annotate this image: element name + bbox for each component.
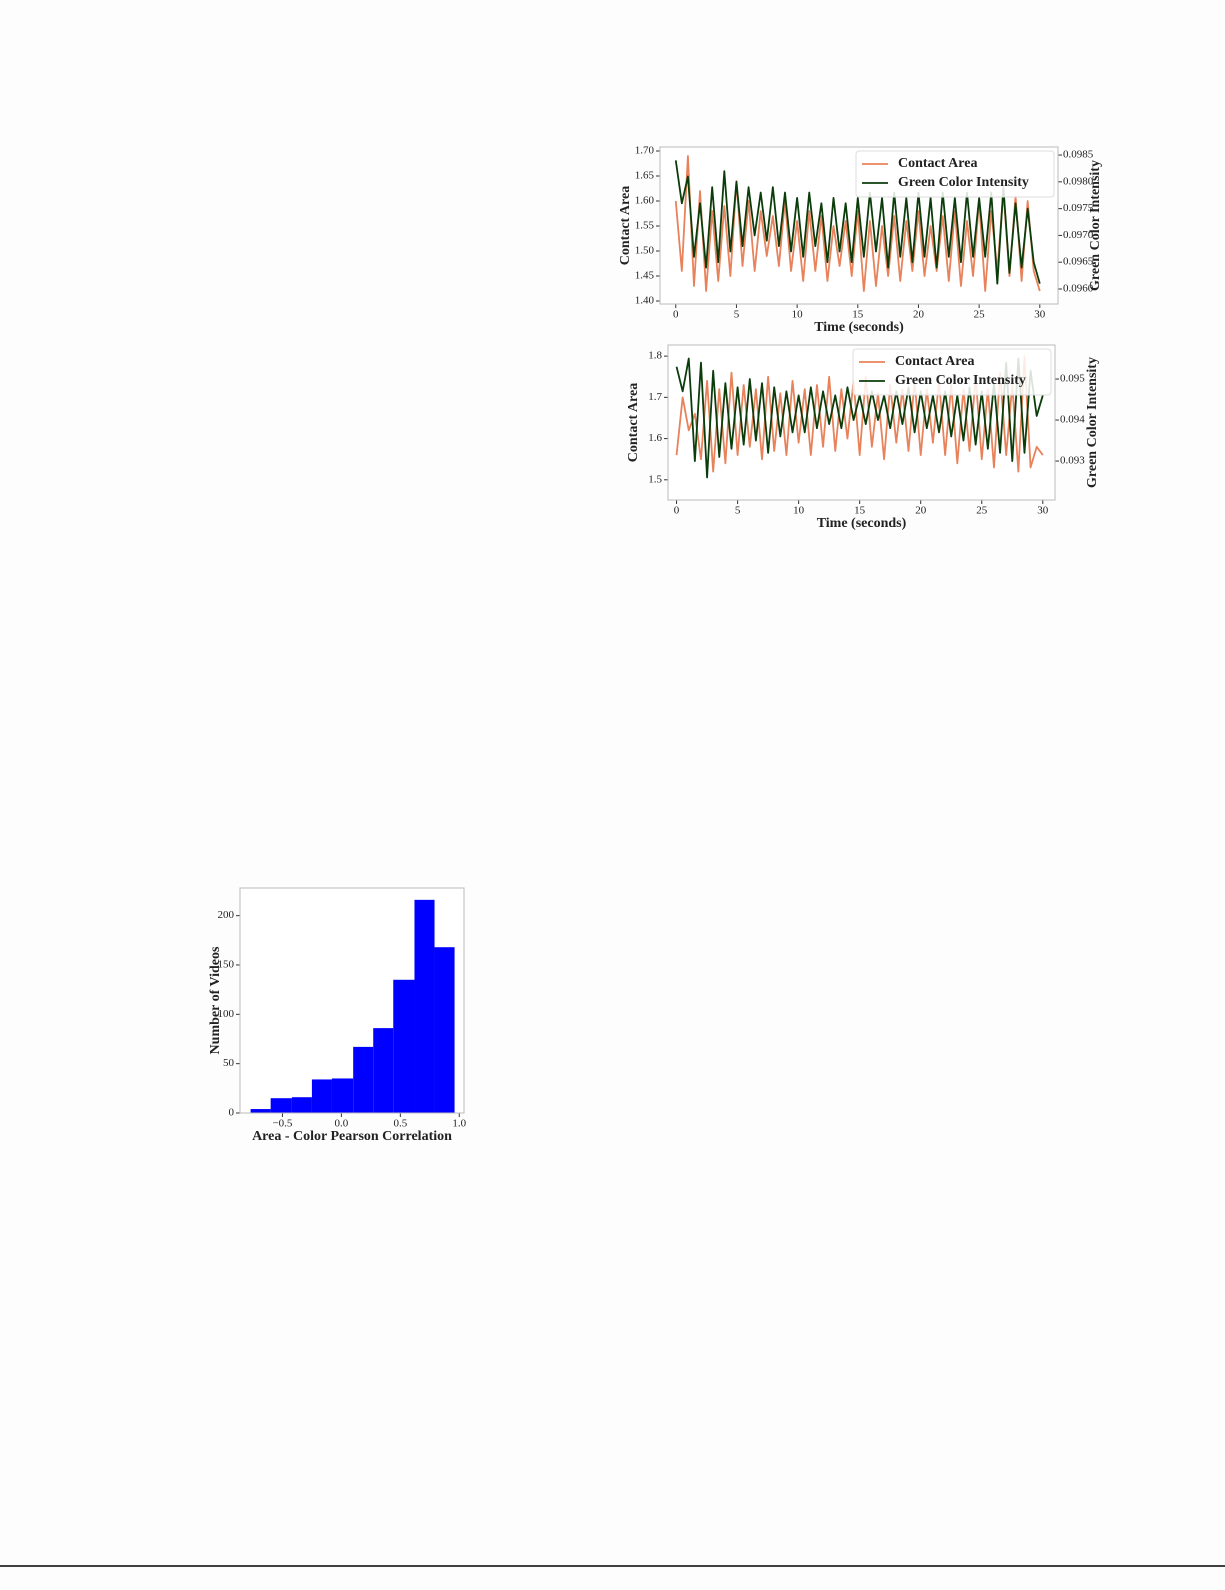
y2-axis-label: Green Color Intensity (1088, 160, 1103, 291)
histogram-bar (414, 899, 435, 1113)
x-tick-label: 0.5 (393, 1118, 407, 1130)
line-series (674, 160, 1041, 285)
y2-tick-label: 0.0975 (1063, 202, 1094, 214)
histogram-bar (270, 1098, 292, 1113)
x-tick-label: 30 (1037, 505, 1049, 517)
x-tick-label: 10 (792, 309, 804, 321)
y2-tick-label: 0.0970 (1063, 229, 1094, 241)
y-tick-label: 0 (229, 1107, 235, 1119)
x-axis-label: Time (seconds) (814, 320, 904, 335)
chart: 0 5 10 15 20 25 30 1.40 1.45 1.50 1.55 1.60 1.65 1.70… (618, 145, 1103, 336)
histogram-bar (373, 1028, 394, 1113)
x-tick-label: −0.5 (272, 1118, 292, 1130)
plot-frame (667, 344, 1056, 501)
chart: 0 5 10 15 20 25 30 1.5 1.6 1.7 1.8 0.093 0.094 0.095 C… (626, 344, 1100, 531)
y-axis-label: Number of Videos (208, 946, 223, 1054)
y-tick-label: 150 (218, 959, 235, 971)
x-axis-label: Area - Color Pearson Correlation (252, 1129, 452, 1144)
y-axis-label: Contact Area (626, 383, 641, 462)
line-series (675, 355, 1044, 473)
chart: −0.5 0.0 0.5 1.0 0 50 100 150 200 Area - Color Pe… (208, 887, 467, 1144)
x-axis-label: Time (seconds) (817, 516, 907, 531)
y2-tick-label: 0.095 (1060, 373, 1085, 385)
x-tick-label: 1.0 (452, 1118, 466, 1130)
y-tick-label: 1.7 (648, 391, 662, 403)
x-tick-label: 0 (673, 309, 679, 321)
y2-tick-label: 0.0960 (1063, 283, 1094, 295)
y-tick-label: 200 (218, 909, 235, 921)
y-tick-label: 1.6 (648, 432, 662, 444)
histogram-bar (393, 979, 415, 1113)
histogram-bar (353, 1046, 374, 1113)
histogram-bar (291, 1097, 312, 1113)
y2-axis-label: Green Color Intensity (1085, 357, 1100, 488)
y-tick-label: 1.70 (635, 145, 655, 157)
legend-box (852, 348, 1052, 396)
y-tick-label: 1.50 (635, 245, 655, 257)
y-tick-label: 1.60 (635, 195, 655, 207)
y-tick-label: 1.55 (635, 220, 655, 232)
y2-tick-label: 0.093 (1060, 455, 1085, 467)
y-tick-label: 100 (218, 1008, 235, 1020)
x-tick-label: 5 (734, 309, 740, 321)
y2-tick-label: 0.0980 (1063, 175, 1094, 187)
legend-label: Green Color Intensity (898, 175, 1029, 190)
x-tick-label: 0.0 (335, 1118, 349, 1130)
y2-tick-label: 0.0985 (1063, 149, 1094, 161)
y-tick-label: 1.8 (648, 350, 662, 362)
x-tick-label: 15 (854, 505, 866, 517)
legend-label: Green Color Intensity (895, 373, 1026, 388)
y2-tick-label: 0.094 (1060, 414, 1085, 426)
y-tick-label: 50 (223, 1057, 235, 1069)
x-tick-label: 5 (735, 505, 741, 517)
plot-frame (239, 887, 465, 1114)
x-tick-label: 25 (974, 309, 986, 321)
histogram-bar (434, 947, 455, 1113)
x-tick-label: 0 (674, 505, 680, 517)
histogram-bar (250, 1109, 271, 1113)
legend-label: Contact Area (898, 156, 977, 171)
y2-tick-label: 0.0965 (1063, 256, 1094, 268)
x-tick-label: 20 (915, 505, 927, 517)
histogram-bar (331, 1078, 354, 1113)
y-tick-label: 1.40 (635, 295, 655, 307)
y-tick-label: 1.45 (635, 270, 655, 282)
x-tick-label: 10 (793, 505, 805, 517)
histogram-bar (311, 1079, 332, 1113)
y-axis-label: Contact Area (618, 186, 633, 265)
x-tick-label: 30 (1034, 309, 1046, 321)
y-tick-label: 1.65 (635, 170, 655, 182)
x-tick-label: 15 (852, 309, 864, 321)
y-tick-label: 1.5 (648, 473, 662, 485)
plot-frame (659, 146, 1059, 305)
x-tick-label: 20 (913, 309, 925, 321)
legend-label: Contact Area (895, 354, 974, 369)
legend-box (855, 150, 1055, 198)
x-tick-label: 25 (976, 505, 988, 517)
